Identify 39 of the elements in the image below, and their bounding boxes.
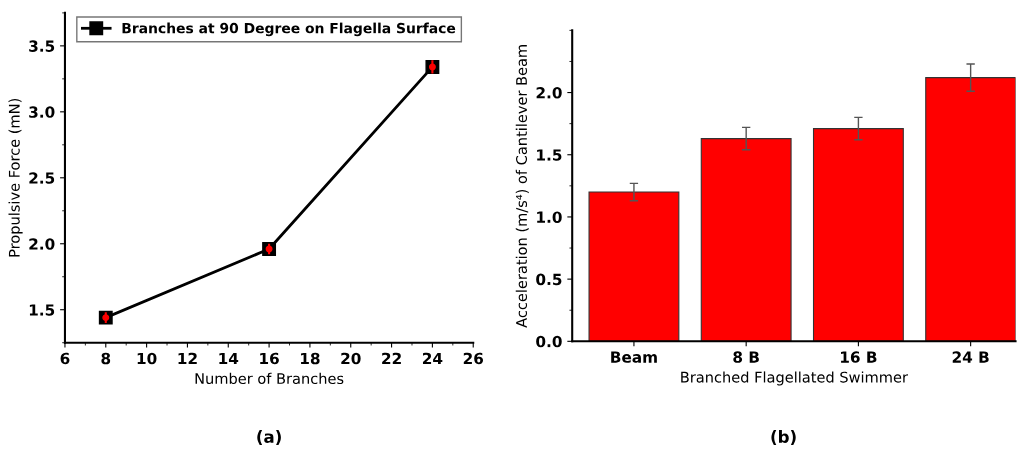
y-tick-label: 2.0	[536, 87, 562, 99]
x-axis-title: Branched Flagellated Swimmer	[681, 371, 908, 386]
x-tick-label: 16	[260, 352, 279, 365]
x-axis-title: Number of Branches	[195, 372, 344, 385]
text: (b)	[771, 430, 796, 445]
y-tick-label: 2.0	[29, 238, 55, 250]
point	[425, 60, 440, 74]
x-tick-label: 16 B	[841, 351, 877, 363]
text: (a)	[257, 430, 281, 445]
y-axis-title: Propulsive Force (mN)	[8, 98, 23, 257]
x-tick-label: 8	[101, 352, 111, 365]
x-tick-label: 24	[422, 352, 443, 365]
x-tick-label: 22	[382, 352, 401, 365]
y-tick-label: 0.0	[536, 335, 562, 348]
bar	[925, 77, 1016, 342]
point	[98, 310, 113, 325]
y-tick-label: 3.0	[29, 106, 55, 118]
x-tick-label: Beam	[611, 351, 657, 363]
point	[262, 242, 277, 256]
bar	[588, 191, 680, 342]
x-tick-label: 8 B	[733, 351, 759, 363]
y-tick-label: 0.5	[536, 273, 562, 286]
y-tick-label: 2.5	[29, 172, 55, 184]
x-tick-label: 20	[341, 352, 361, 365]
bar	[700, 138, 792, 342]
x-tick-label: 14	[219, 352, 239, 365]
x-tick-label: 10	[137, 352, 157, 365]
y-tick-label: 3.5	[29, 40, 55, 52]
y-tick-label: 1.5	[29, 304, 55, 316]
x-tick-label: 26	[463, 352, 484, 365]
x-tick-label: 24 B	[952, 351, 989, 363]
legend-label: Branches at 90 Degree on Flagella Surface	[122, 22, 456, 37]
bar	[812, 128, 904, 342]
x-tick-label: 6	[60, 352, 70, 365]
y-tick-label: 1.0	[537, 211, 562, 223]
y-tick-label: 1.5	[537, 149, 562, 161]
x-tick-label: 12	[178, 352, 197, 365]
y-axis-title: Acceleration (m/s⁴) of Cantilever Beam	[515, 45, 529, 328]
x-tick-label: 18	[301, 352, 320, 365]
